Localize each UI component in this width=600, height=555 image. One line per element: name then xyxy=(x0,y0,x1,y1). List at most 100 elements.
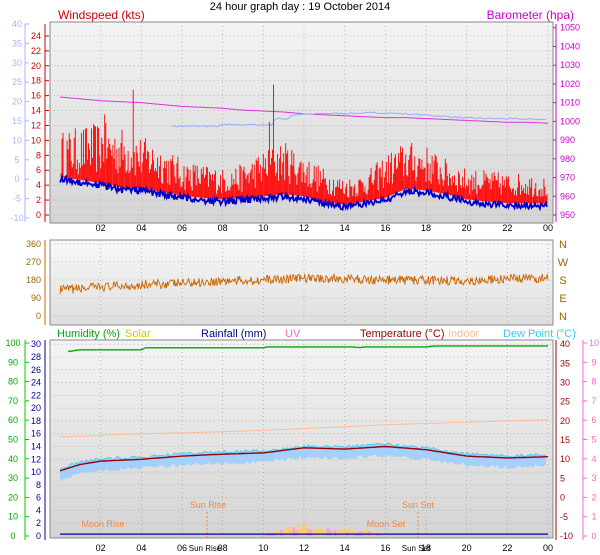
x-tick-hour: 04 xyxy=(136,543,146,553)
windspeed-tick: 8 xyxy=(36,150,41,160)
outer-left-tick: 25 xyxy=(12,77,22,87)
temperature-tick: 40 xyxy=(560,339,570,349)
x-tick-hour: 16 xyxy=(380,223,390,233)
temperature-label: Temperature (°C) xyxy=(360,328,444,340)
windspeed-axis-title: Windspeed (kts) xyxy=(58,8,145,22)
rainfall-tick: 20 xyxy=(31,403,41,413)
direction-tick: 90 xyxy=(31,293,41,303)
solar-uv-bar xyxy=(287,528,291,536)
barometer-tick: 980 xyxy=(560,154,575,164)
rainfall-tick: 8 xyxy=(36,480,41,490)
solar-uv-bar xyxy=(324,530,327,536)
humidity-label: Humidity (%) xyxy=(57,328,120,340)
temperature-tick: 15 xyxy=(560,435,570,445)
indoor-temperature-line xyxy=(59,419,549,438)
humidity-tick: 60 xyxy=(8,415,18,425)
temperature-tick: 0 xyxy=(560,493,565,503)
outer-left-tick: 0 xyxy=(14,174,19,184)
solar-uv-bar xyxy=(326,527,330,536)
x-tick-hour: 00 xyxy=(543,223,553,233)
windspeed-tick: 2 xyxy=(36,195,41,205)
barometer-tick: 970 xyxy=(560,173,575,183)
uv-tick: 1 xyxy=(591,512,596,522)
barometer-axis-title: Barometer (hpa) xyxy=(487,8,574,22)
solar-label: Solar xyxy=(125,328,151,340)
temperature-tick: 10 xyxy=(560,454,570,464)
direction-tick: 0 xyxy=(36,311,41,321)
dewpoint-line xyxy=(59,442,547,470)
outer-left-tick: -10 xyxy=(10,213,23,223)
page-title: 24 hour graph day : 19 October 2014 xyxy=(210,1,390,13)
solar-uv-bar xyxy=(317,527,320,536)
x-tick-hour: 06 xyxy=(177,543,187,553)
solar-uv-bar xyxy=(380,533,383,536)
solar-uv-bar xyxy=(297,524,300,536)
barometer-secondary-line xyxy=(171,111,546,128)
temperature-tick: 30 xyxy=(560,377,570,387)
windspeed-tick: 22 xyxy=(31,46,41,56)
outer-left-tick: 30 xyxy=(12,58,22,68)
wind-gust-spikes xyxy=(60,84,548,205)
direction-tick: 270 xyxy=(26,257,41,267)
outer-left-tick: 35 xyxy=(12,38,22,48)
sun-moon-annotation: Sun Set xyxy=(402,500,435,510)
uv-tick: 5 xyxy=(591,435,596,445)
solar-uv-bar xyxy=(307,528,310,536)
rainfall-tick: 18 xyxy=(31,416,41,426)
x-tick-hour: 22 xyxy=(502,223,512,233)
windspeed-tick: 20 xyxy=(31,61,41,71)
solar-uv-bar xyxy=(334,529,337,536)
barometer-tick: 1030 xyxy=(560,60,580,70)
humidity-tick: 10 xyxy=(8,512,18,522)
humidity-tick: 100 xyxy=(5,338,20,348)
humidity-tick: 30 xyxy=(8,473,18,483)
x-tick-hour: 10 xyxy=(258,543,268,553)
solar-uv-bar xyxy=(351,530,354,536)
compass-label: W xyxy=(558,257,569,269)
solar-uv-bar xyxy=(341,529,344,536)
temperature-tick: 35 xyxy=(560,358,570,368)
solar-uv-bar xyxy=(339,529,342,536)
x-tick-hour: 12 xyxy=(299,223,309,233)
solar-uv-bar xyxy=(319,528,322,536)
solar-uv-bar xyxy=(309,529,313,536)
uv-tick: 9 xyxy=(591,357,596,367)
barometer-tick: 1010 xyxy=(560,98,580,108)
solar-uv-bar xyxy=(265,533,269,536)
temperature-tick: -10 xyxy=(560,531,573,541)
solar-uv-bar xyxy=(348,528,352,536)
sun-moon-annotation: Moon Rise xyxy=(81,519,124,529)
sun-moon-annotation: Sun Rise xyxy=(190,500,227,510)
humidity-tick: 20 xyxy=(8,492,18,502)
windspeed-tick: 16 xyxy=(31,91,41,101)
x-tick-hour: 02 xyxy=(96,223,106,233)
outer-left-tick: 15 xyxy=(12,116,22,126)
x-tick-hour: 04 xyxy=(136,223,146,233)
rainfall-tick: 2 xyxy=(36,518,41,528)
windspeed-tick: 6 xyxy=(36,165,41,175)
solar-uv-bar xyxy=(304,525,308,536)
dewpoint-band xyxy=(60,443,546,482)
barometer-tick: 1050 xyxy=(560,23,580,33)
solar-uv-bar xyxy=(282,529,286,536)
rainfall-tick: 10 xyxy=(31,467,41,477)
humidity-tick: 0 xyxy=(10,531,15,541)
solar-uv-bar xyxy=(312,529,315,536)
humidity-line xyxy=(67,345,548,353)
rainfall-tick: 22 xyxy=(31,390,41,400)
x-tick-hour: 16 xyxy=(380,543,390,553)
temperature-tick: -5 xyxy=(560,512,568,522)
humidity-tick: 40 xyxy=(8,454,18,464)
weather-grid xyxy=(50,340,553,538)
outer-left-tick: 5 xyxy=(14,155,19,165)
solar-uv-bar xyxy=(292,527,295,536)
direction-tick: 360 xyxy=(26,239,41,249)
x-tick-hour: 12 xyxy=(299,543,309,553)
sun-moon-annotation: Moon Set xyxy=(367,519,406,529)
compass-label: N xyxy=(559,311,567,323)
outer-left-tick: -5 xyxy=(13,194,21,204)
rainfall-tick: 14 xyxy=(31,441,41,451)
direction-tick: 180 xyxy=(26,275,41,285)
rainfall-tick: 12 xyxy=(31,454,41,464)
windspeed-tick: 12 xyxy=(31,120,41,130)
